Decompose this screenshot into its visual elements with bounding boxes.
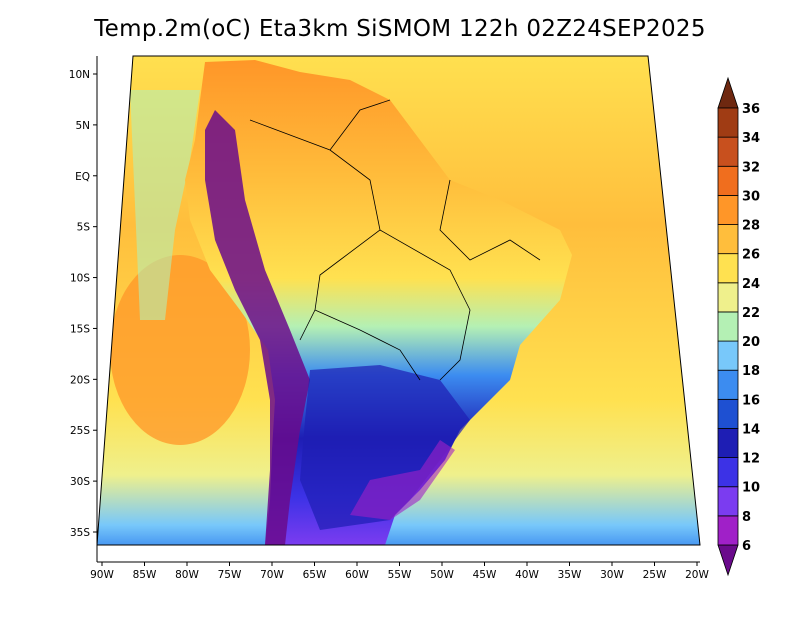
country-borders bbox=[249, 99, 541, 381]
lon-tick-label: 40W bbox=[515, 569, 539, 581]
colorbar: 6 8 10 12 14 16 18 20 22 24 26 28 30 32 34 36 bbox=[717, 76, 760, 577]
lat-tick-label: 5N bbox=[75, 120, 90, 132]
colorbar-box bbox=[717, 398, 739, 429]
southeast-cold-region bbox=[350, 440, 455, 520]
lat-tick-label: 30S bbox=[70, 476, 90, 488]
colorbar-box bbox=[717, 253, 739, 284]
colorbar-label: 6 bbox=[742, 539, 751, 554]
latitude-ticks: 10N 5N EQ 5S 10S 15S 20S 25S 30S 35S bbox=[69, 69, 97, 539]
colorbar-label: 36 bbox=[742, 102, 760, 117]
colorbar-box bbox=[717, 282, 739, 313]
colorbar-label: 24 bbox=[742, 277, 760, 292]
colorbar-label: 12 bbox=[742, 452, 760, 467]
lat-tick-label: 5S bbox=[77, 222, 91, 234]
lon-tick-label: 60W bbox=[345, 569, 369, 581]
lat-tick-label: 10N bbox=[69, 69, 90, 81]
lon-tick-label: 75W bbox=[218, 569, 242, 581]
map-frame bbox=[96, 55, 701, 546]
colorbar-lower-triangle bbox=[717, 544, 739, 577]
pacific-cool-strip bbox=[130, 90, 200, 320]
colorbar-label: 34 bbox=[742, 131, 760, 146]
colorbar-label: 20 bbox=[742, 335, 760, 350]
south-cold-region bbox=[300, 365, 470, 530]
lon-tick-label: 55W bbox=[388, 569, 412, 581]
colorbar-label: 16 bbox=[742, 393, 760, 408]
map-domain bbox=[97, 56, 700, 545]
lon-tick-label: 65W bbox=[303, 569, 327, 581]
colorbar-upper-triangle bbox=[717, 76, 739, 109]
map-title: Temp.2m(oC) Eta3km SiSMOM 122h 02Z24SEP2… bbox=[94, 16, 706, 42]
colorbar-box bbox=[717, 136, 739, 167]
colorbar-label: 8 bbox=[742, 510, 751, 525]
lon-tick-label: 35W bbox=[558, 569, 582, 581]
lat-tick-label: 35S bbox=[70, 527, 90, 539]
lon-tick-label: 70W bbox=[260, 569, 284, 581]
colorbar-box bbox=[717, 340, 739, 371]
lon-tick-label: 25W bbox=[643, 569, 667, 581]
lon-tick-label: 20W bbox=[685, 569, 709, 581]
lon-tick-label: 80W bbox=[175, 569, 199, 581]
colorbar-label: 26 bbox=[742, 248, 760, 263]
lon-tick-label: 30W bbox=[600, 569, 624, 581]
colorbar-box bbox=[717, 369, 739, 400]
lon-tick-label: 45W bbox=[473, 569, 497, 581]
lon-tick-label: 50W bbox=[430, 569, 454, 581]
colorbar-box bbox=[717, 107, 739, 138]
lat-tick-label: 15S bbox=[70, 323, 90, 335]
colorbar-box bbox=[717, 457, 739, 488]
lon-tick-label: 85W bbox=[133, 569, 157, 581]
lon-tick-label: 90W bbox=[90, 569, 114, 581]
colorbar-label: 28 bbox=[742, 219, 760, 234]
colorbar-box bbox=[717, 224, 739, 255]
colorbar-box bbox=[717, 194, 739, 225]
lat-tick-label: EQ bbox=[75, 171, 90, 183]
colorbar-label: 10 bbox=[742, 481, 760, 496]
longitude-ticks: 90W 85W 80W 75W 70W 65W 60W 55W 50W 45W 40W 35W 30W 2… bbox=[90, 562, 709, 581]
colorbar-label: 32 bbox=[742, 160, 760, 175]
lat-tick-label: 10S bbox=[70, 273, 90, 285]
colorbar-box bbox=[717, 165, 739, 196]
colorbar-label: 14 bbox=[742, 422, 760, 437]
colorbar-box bbox=[717, 515, 739, 546]
colorbar-label: 30 bbox=[742, 189, 760, 204]
lat-tick-label: 20S bbox=[70, 374, 90, 386]
colorbar-box bbox=[717, 428, 739, 459]
colorbar-label: 22 bbox=[742, 306, 760, 321]
lat-tick-label: 25S bbox=[70, 425, 90, 437]
colorbar-box bbox=[717, 311, 739, 342]
andes-cold-strip bbox=[205, 110, 310, 545]
colorbar-box bbox=[717, 486, 739, 517]
colorbar-label: 18 bbox=[742, 364, 760, 379]
